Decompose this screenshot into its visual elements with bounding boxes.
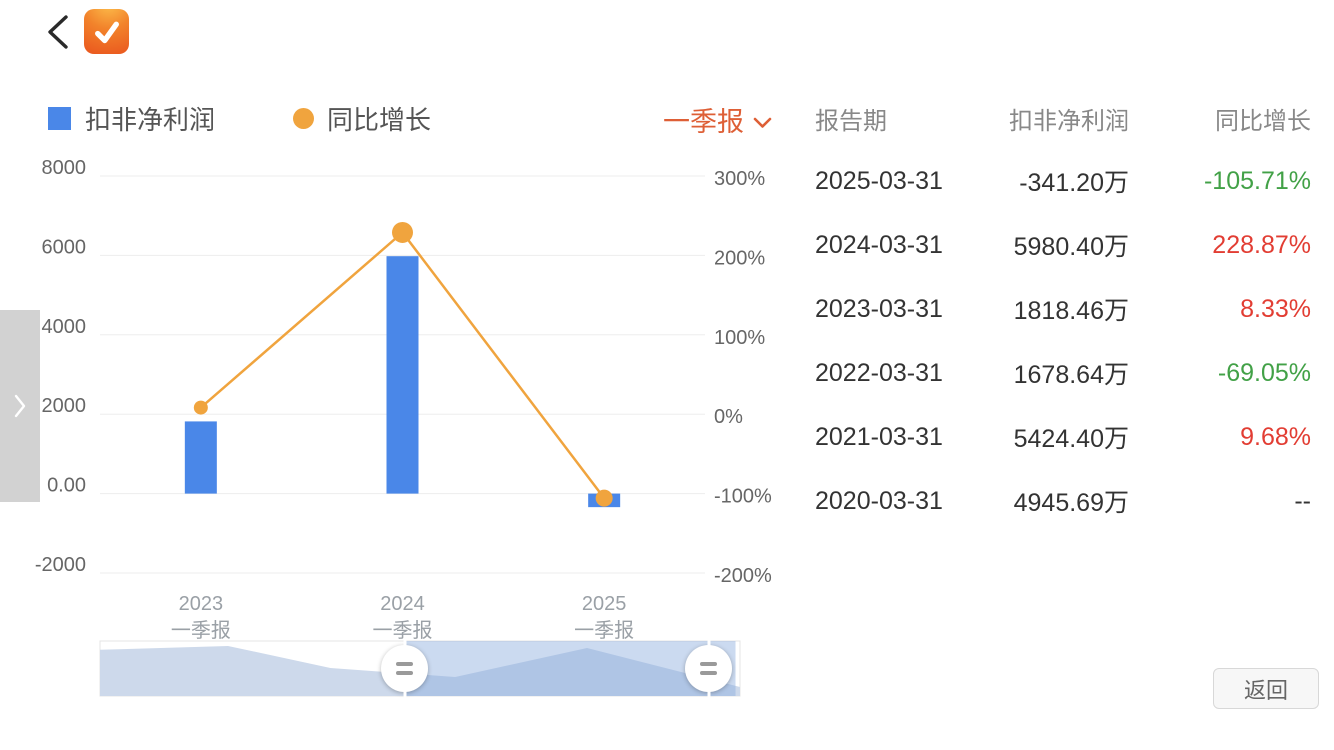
table-row[interactable]: 2020-03-31 4945.69万 -- (815, 469, 1311, 533)
table-body: 2025-03-31 -341.20万 -105.71% 2024-03-31 … (815, 149, 1311, 533)
x-axis-label-period: 一季报 (574, 619, 634, 642)
line-series-swatch (293, 107, 315, 129)
right-axis-tick: -200% (714, 565, 772, 587)
legend-item-growth[interactable]: 同比增长 (293, 100, 431, 137)
report-date: 2023-03-31 (815, 294, 943, 323)
bar-2023[interactable] (184, 421, 217, 494)
legend-label: 同比增长 (327, 104, 432, 135)
growth-cell: -- (1129, 487, 1311, 516)
growth-value: 8.33% (1240, 294, 1311, 323)
table-header-row: 报告期 扣非净利润 同比增长 (815, 96, 1311, 140)
growth-value: -69.05% (1217, 358, 1311, 387)
growth-cell: 9.68% (1129, 423, 1311, 452)
left-axis-tick: 2000 (42, 395, 87, 417)
left-axis-tick: 6000 (42, 236, 87, 258)
right-axis-tick: -100% (714, 486, 772, 508)
report-table: 报告期 扣非净利润 同比增长 2025-03-31 -341.20万 -105.… (815, 96, 1311, 533)
growth-point-2024[interactable] (392, 221, 413, 243)
chart-legend: 扣非净利润 同比增长 (48, 101, 431, 135)
right-axis-tick: 300% (714, 168, 765, 190)
drawer-handle[interactable] (0, 310, 40, 502)
period-dropdown-value: 一季报 (663, 107, 744, 137)
left-axis-tick: 4000 (42, 316, 87, 338)
growth-cell: -105.71% (1129, 167, 1311, 196)
growth-cell: 228.87% (1129, 231, 1311, 260)
table-row[interactable]: 2025-03-31 -341.20万 -105.71% (815, 149, 1311, 213)
growth-point-2023[interactable] (193, 400, 208, 415)
return-button[interactable]: 返回 (1213, 668, 1319, 709)
left-axis-tick: -2000 (35, 554, 86, 576)
x-axis-label-year: 2025 (582, 593, 627, 615)
bar-series-swatch (48, 106, 71, 130)
x-axis-label-year: 2024 (380, 593, 425, 615)
right-axis-tick: 100% (714, 327, 765, 349)
col-header-report-date: 报告期 (815, 107, 887, 135)
x-axis-label-period: 一季报 (171, 619, 231, 642)
app-logo-check-icon[interactable] (84, 9, 129, 54)
chevron-right-icon (14, 394, 26, 418)
profit-value: 5980.40万 (1013, 233, 1129, 261)
left-axis-tick: 8000 (42, 157, 87, 179)
datazoom-selected-window[interactable] (405, 641, 736, 696)
back-icon[interactable] (44, 13, 72, 51)
x-axis-label-period: 一季报 (373, 619, 433, 642)
growth-value: 228.87% (1212, 230, 1311, 259)
left-axis-tick: 0.00 (47, 475, 86, 497)
period-dropdown[interactable]: 一季报 (663, 100, 772, 139)
x-axis-label-year: 2023 (179, 593, 224, 615)
report-date: 2021-03-31 (815, 422, 943, 451)
profit-value: -341.20万 (1019, 169, 1129, 197)
report-date: 2020-03-31 (815, 486, 943, 515)
datazoom-overview-area (100, 645, 740, 696)
report-date: 2024-03-31 (815, 230, 943, 259)
chevron-down-icon (753, 117, 772, 128)
growth-point-2025[interactable] (595, 489, 613, 507)
report-date: 2022-03-31 (815, 358, 943, 387)
growth-cell: -69.05% (1129, 359, 1311, 388)
profit-value: 1818.46万 (1013, 297, 1129, 325)
growth-cell: 8.33% (1129, 295, 1311, 324)
col-header-profit: 扣非净利润 (1009, 107, 1129, 135)
profit-value: 5424.40万 (1013, 425, 1129, 453)
bar-2024[interactable] (386, 256, 419, 494)
legend-label: 扣非净利润 (85, 104, 216, 135)
report-date: 2025-03-31 (815, 166, 943, 195)
growth-value: -105.71% (1203, 166, 1311, 195)
datazoom-left-handle[interactable] (381, 645, 428, 692)
datazoom-right-handle[interactable] (685, 645, 732, 692)
table-row[interactable]: 2021-03-31 5424.40万 9.68% (815, 405, 1311, 469)
legend-item-profit[interactable]: 扣非净利润 (48, 100, 215, 137)
col-header-growth: 同比增长 (1215, 107, 1311, 135)
checkmark-icon (94, 21, 119, 43)
right-axis-tick: 0% (714, 406, 743, 428)
profit-value: 4945.69万 (1013, 489, 1129, 517)
growth-value: 9.68% (1240, 422, 1311, 451)
profit-value: 1678.64万 (1013, 361, 1129, 389)
growth-value: -- (1294, 486, 1311, 515)
right-axis-tick: 200% (714, 247, 765, 269)
table-row[interactable]: 2024-03-31 5980.40万 228.87% (815, 213, 1311, 277)
table-row[interactable]: 2022-03-31 1678.64万 -69.05% (815, 341, 1311, 405)
table-row[interactable]: 2023-03-31 1818.46万 8.33% (815, 277, 1311, 341)
